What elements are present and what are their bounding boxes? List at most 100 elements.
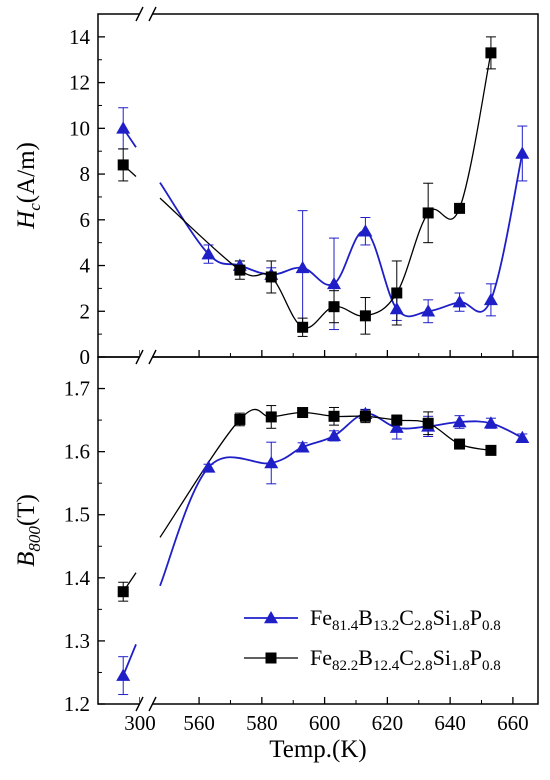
data-point-bottom-1-3	[297, 407, 309, 419]
data-point-bottom-0-2	[264, 455, 279, 469]
data-point-bottom-1-4	[328, 410, 340, 422]
x-tick-label: 620	[372, 711, 404, 735]
axis-break-gap	[140, 350, 152, 364]
y-tick-label: 1.3	[64, 629, 90, 653]
data-point-bottom-0-6	[389, 420, 404, 433]
legend-label-part: 81.4	[332, 618, 359, 634]
y-tick-label: 0	[80, 345, 91, 369]
curve-bottom-0	[159, 412, 523, 587]
data-point-bottom-0-10	[515, 430, 530, 444]
panel-frame-top	[97, 13, 539, 358]
legend-label-part: 1.8	[451, 618, 470, 634]
data-point-top-0-4	[295, 260, 310, 274]
y-tick-label: 1.7	[64, 377, 90, 401]
y-tick-label: 1.4	[64, 566, 91, 590]
legend-label-part: C	[399, 605, 414, 630]
data-point-bottom-1-6	[391, 414, 403, 426]
data-point-bottom-1-2	[265, 411, 277, 423]
data-point-top-1-7	[422, 207, 434, 219]
legend-label-part: 2.8	[414, 658, 433, 674]
data-point-top-0-8	[421, 304, 436, 317]
legend-label-part: Si	[433, 645, 451, 670]
legend-label-part: C	[399, 645, 414, 670]
data-point-bottom-0-0	[116, 668, 131, 681]
legend-label-part: P	[470, 605, 482, 630]
data-point-top-1-5	[359, 310, 371, 322]
curve-bottom-1	[159, 408, 492, 538]
data-point-bottom-0-8	[452, 414, 467, 428]
data-point-top-0-6	[358, 224, 373, 237]
y-axis-unit: (T)	[13, 494, 40, 526]
data-point-bottom-0-4	[327, 428, 342, 442]
axis-break-mark	[135, 6, 144, 22]
axis-break-mark	[135, 696, 144, 712]
legend-label-1: Fe82.2B12.4C2.8Si1.8P0.8	[310, 645, 501, 674]
y-tick-label: 1.2	[64, 692, 90, 716]
curve-top-1	[159, 52, 492, 329]
y-tick-label: 1.6	[64, 440, 90, 464]
data-point-top-1-1	[234, 264, 246, 276]
legend-label-part: 82.2	[332, 658, 358, 674]
data-point-top-0-10	[483, 292, 498, 306]
x-tick-label: 660	[497, 711, 529, 735]
panel-frame-bottom	[97, 356, 539, 705]
data-point-top-1-2	[265, 271, 277, 283]
data-point-top-1-4	[328, 301, 340, 313]
legend-label-part: Si	[433, 605, 451, 630]
y-tick-label: 2	[80, 299, 91, 323]
data-point-top-0-11	[515, 146, 530, 159]
legend-label-part: 0.8	[482, 658, 501, 674]
x-tick-label: 580	[246, 711, 278, 735]
x-axis-title: Temp.(K)	[269, 736, 367, 763]
axis-break-mark	[135, 349, 144, 365]
y-axis-symbol: H	[13, 209, 40, 230]
data-point-bottom-1-5	[359, 410, 371, 422]
data-point-bottom-1-0	[117, 586, 129, 598]
data-point-top-0-1	[201, 247, 216, 260]
error-bars	[118, 36, 528, 696]
data-point-top-1-6	[391, 287, 403, 299]
data-point-top-0-9	[452, 295, 467, 308]
x-tick-label: 600	[309, 711, 341, 735]
data-point-bottom-1-7	[422, 417, 434, 429]
fit-curves	[122, 52, 524, 676]
axis-breaks	[135, 6, 157, 712]
legend-marker-0	[264, 611, 278, 624]
data-point-top-1-9	[485, 47, 497, 59]
axis-break-mark	[148, 349, 157, 365]
data-point-top-1-0	[117, 159, 129, 171]
axis-break-gap	[140, 7, 152, 21]
data-point-bottom-1-1	[234, 413, 246, 425]
legend-label-part: P	[470, 645, 482, 670]
axis-break-mark	[148, 696, 157, 712]
legend-label-part: 13.2	[373, 618, 399, 634]
axis-ticks	[98, 36, 514, 705]
data-point-bottom-1-9	[485, 444, 497, 456]
axis-text: 02468101214Hc(A/m)1.21.31.41.51.61.7B800…	[13, 25, 529, 763]
y-axis-symbol: B	[13, 552, 40, 567]
y-tick-label: 6	[80, 208, 91, 232]
legend-label-part: Fe	[310, 605, 332, 630]
y-tick-label: 10	[69, 116, 90, 140]
legend-label-part: 1.8	[451, 658, 470, 674]
legend-label-part: B	[358, 605, 373, 630]
legend-label-part: 2.8	[414, 618, 433, 634]
curve-bridge-left-bottom-0	[122, 644, 137, 676]
x-tick-label: 560	[183, 711, 215, 735]
legend-label-part: 0.8	[482, 618, 501, 634]
y-axis-subscript: c	[25, 203, 44, 211]
data-point-top-0-0	[116, 121, 131, 134]
legend-label-part: Fe	[310, 645, 332, 670]
x-tick-label: 300	[124, 711, 156, 735]
y-tick-label: 12	[69, 71, 90, 95]
data-markers	[116, 47, 530, 681]
panel-frames	[97, 13, 539, 705]
x-tick-label: 640	[434, 711, 466, 735]
y-tick-label: 8	[80, 162, 91, 186]
y-axis-title-bottom: B800(T)	[13, 494, 44, 567]
y-axis-unit: (A/m)	[13, 142, 40, 203]
y-axis-title-top: Hc(A/m)	[13, 142, 44, 230]
data-point-bottom-0-1	[201, 460, 216, 473]
data-point-top-0-5	[327, 276, 342, 290]
